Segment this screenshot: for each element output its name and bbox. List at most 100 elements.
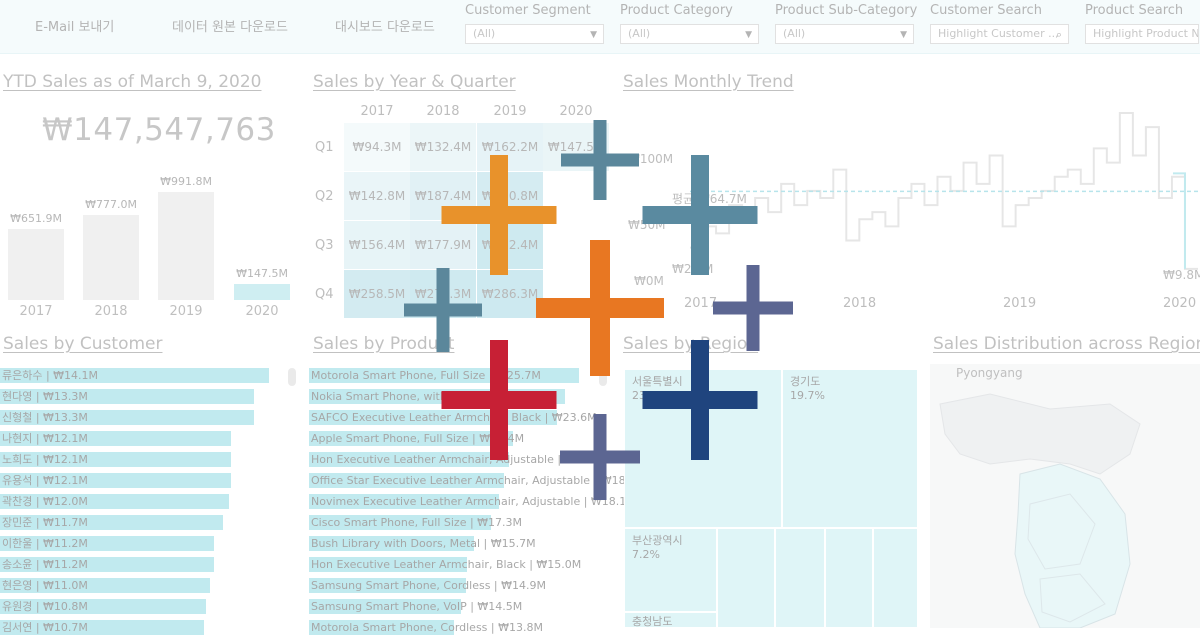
ytd-bar[interactable] bbox=[158, 192, 214, 300]
bar-fill bbox=[0, 536, 214, 551]
heatmap-cell[interactable]: ₩156.4M bbox=[344, 221, 410, 269]
list-item[interactable]: 현은영 | ₩11.0M bbox=[0, 578, 309, 593]
region-name: 경기도 bbox=[790, 375, 821, 388]
list-item[interactable]: Cisco Smart Phone, Full Size | ₩17.3M bbox=[309, 515, 619, 530]
product-scrollbar[interactable] bbox=[599, 368, 607, 386]
year-quarter-title: Sales by Year & Quarter bbox=[313, 72, 516, 92]
region-title: Sales by Region bbox=[623, 334, 759, 354]
dashboard-download-button[interactable]: 대시보드 다운로드 bbox=[335, 20, 435, 35]
distribution-title: Sales Distribution across Region bbox=[933, 334, 1200, 354]
filter-value: (All) bbox=[473, 27, 496, 40]
korea-map bbox=[939, 393, 1141, 628]
list-item[interactable]: Bush Library with Doors, Metal | ₩15.7M bbox=[309, 536, 619, 551]
bar-fill bbox=[309, 494, 500, 509]
filter-value: (All) bbox=[628, 27, 651, 40]
bar-label: Office Star Executive Leather Armchair, … bbox=[311, 474, 646, 487]
x-axis-label: 2017 bbox=[684, 296, 718, 311]
list-item[interactable]: Samsung Smart Phone, VoIP | ₩14.5M bbox=[309, 599, 619, 614]
treemap-cell-gyeonggi[interactable]: 경기도 19.7% bbox=[782, 369, 918, 528]
trend-line[interactable] bbox=[690, 112, 1198, 270]
ytd-bar[interactable] bbox=[8, 229, 64, 300]
bar-label: 현다영 | ₩13.3M bbox=[2, 390, 88, 403]
product-category-select[interactable]: (All) ▼ bbox=[620, 24, 759, 44]
year-header: 2018 bbox=[426, 104, 460, 119]
list-item[interactable]: Samsung Smart Phone, Cordless | ₩14.9M bbox=[309, 578, 619, 593]
product-category-filter: Product Category (All) ▼ bbox=[620, 3, 765, 44]
logo-cross-red bbox=[441, 340, 557, 460]
list-item[interactable]: Motorola Smart Phone, Full Size | ₩25.7M bbox=[309, 368, 619, 383]
list-item[interactable]: Hon Executive Leather Armchair, Black | … bbox=[309, 557, 619, 572]
heatmap-cell[interactable]: ₩94.3M bbox=[344, 123, 410, 171]
bar-label: Hon Executive Leather Armchair, Adjustab… bbox=[311, 453, 610, 466]
list-item[interactable]: 유용석 | ₩12.1M bbox=[0, 473, 309, 488]
list-item[interactable]: 신형철 | ₩13.3M bbox=[0, 410, 309, 425]
heatmap-cell[interactable]: ₩282.4M bbox=[477, 221, 543, 269]
list-item[interactable]: 이한울 | ₩11.2M bbox=[0, 536, 309, 551]
heatmap-cell[interactable]: ₩177.9M bbox=[410, 221, 476, 269]
year-header: 2019 bbox=[493, 104, 527, 119]
list-item[interactable]: 송소윤 | ₩11.2M bbox=[0, 557, 309, 572]
treemap-cell[interactable] bbox=[775, 528, 825, 628]
region-name: 부산광역시 bbox=[632, 534, 683, 547]
treemap-cell[interactable] bbox=[825, 528, 873, 628]
list-item[interactable]: 류은하수 | ₩14.1M bbox=[0, 368, 309, 383]
x-axis-label: 2020 bbox=[1163, 296, 1197, 311]
ytd-bar[interactable] bbox=[83, 215, 139, 300]
bar-fill bbox=[0, 389, 254, 404]
heatmap-cell[interactable]: ₩286.3M bbox=[477, 270, 543, 318]
product-sub-category-select[interactable]: (All) ▼ bbox=[775, 24, 914, 44]
heatmap-cell[interactable]: ₩187.4M bbox=[410, 172, 476, 220]
list-item[interactable]: 장민준 | ₩11.7M bbox=[0, 515, 309, 530]
heatmap-cell[interactable]: ₩142.8M bbox=[344, 172, 410, 220]
chevron-down-icon: ▼ bbox=[900, 30, 907, 40]
heatmap-cell[interactable]: ₩258.5M bbox=[344, 270, 410, 318]
bar-label: Hon Executive Leather Armchair, Black | … bbox=[311, 558, 582, 571]
bar-label: Apple Smart Phone, Full Size | ₩19.4M bbox=[311, 432, 525, 445]
filter-value: (All) bbox=[783, 27, 806, 40]
bar-label: Novimex Executive Leather Armchair, Adju… bbox=[311, 495, 636, 508]
bar-fill bbox=[0, 410, 254, 425]
customer-scrollbar[interactable] bbox=[288, 368, 296, 386]
bar-fill bbox=[309, 515, 491, 530]
treemap-cell-busan[interactable]: 부산광역시 7.2% bbox=[624, 528, 717, 612]
list-item[interactable]: Office Star Executive Leather Armchair, … bbox=[309, 473, 646, 488]
list-item[interactable]: 현다영 | ₩13.3M bbox=[0, 389, 309, 404]
treemap-cell[interactable] bbox=[717, 528, 775, 628]
treemap-label: 부산광역시 7.2% bbox=[632, 534, 683, 562]
list-item[interactable]: 나현지 | ₩12.1M bbox=[0, 431, 309, 446]
list-item[interactable]: Apple Smart Phone, Full Size | ₩19.4M bbox=[309, 431, 619, 446]
email-button[interactable]: E-Mail 보내기 bbox=[35, 20, 115, 35]
y-axis-label: ₩0M bbox=[634, 274, 664, 288]
region-name: 서울특별시 bbox=[632, 375, 683, 388]
bar-fill bbox=[0, 494, 229, 509]
data-download-button[interactable]: 데이터 원본 다운로드 bbox=[172, 20, 288, 35]
last-value-label: ₩9.8M bbox=[1163, 268, 1200, 282]
customer-segment-select[interactable]: (All) ▼ bbox=[465, 24, 604, 44]
list-item[interactable]: 노희도 | ₩12.1M bbox=[0, 452, 309, 467]
logo-cross-slate bbox=[642, 155, 758, 275]
list-item[interactable]: Novimex Executive Leather Armchair, Adju… bbox=[309, 494, 636, 509]
x-axis-label: 2018 bbox=[843, 296, 877, 311]
y-axis-label: ₩100M bbox=[628, 152, 674, 166]
bar-fill bbox=[309, 536, 474, 551]
list-item[interactable]: 유원경 | ₩10.8M bbox=[0, 599, 309, 614]
ytd-year-label: 2017 bbox=[19, 304, 53, 319]
trend-current-segment[interactable] bbox=[1172, 172, 1186, 269]
treemap-cell[interactable] bbox=[873, 528, 918, 628]
logo-cross-teal-left bbox=[404, 268, 482, 352]
region-name: 충청남도 bbox=[632, 615, 673, 628]
customer-search-input[interactable]: Highlight Customer ... ⌕ bbox=[930, 24, 1069, 44]
map-panel[interactable]: Pyongyang bbox=[930, 364, 1200, 628]
bar-fill bbox=[0, 578, 210, 593]
heatmap-cell[interactable]: ₩132.4M bbox=[410, 123, 476, 171]
toolbar: E-Mail 보내기 데이터 원본 다운로드 대시보드 다운로드 Custome… bbox=[0, 0, 1200, 54]
list-item[interactable]: 곽찬경 | ₩12.0M bbox=[0, 494, 309, 509]
heatmap-cell[interactable]: ₩162.2M bbox=[477, 123, 543, 171]
ytd-bar[interactable] bbox=[234, 283, 290, 300]
bar-label: Motorola Smart Phone, Full Size | ₩25.7M bbox=[311, 369, 541, 382]
list-item[interactable]: Hon Executive Leather Armchair, Adjustab… bbox=[309, 452, 619, 467]
filter-label: Product Sub-Category bbox=[775, 3, 918, 18]
bar-fill bbox=[309, 368, 579, 383]
product-search-input[interactable]: Highlight Product Na... bbox=[1085, 24, 1199, 44]
